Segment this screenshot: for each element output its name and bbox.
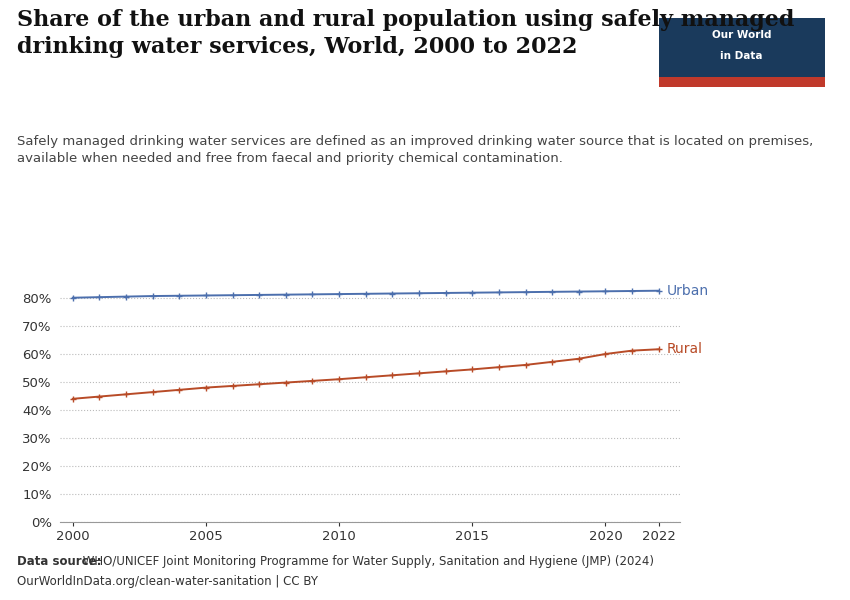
Text: in Data: in Data	[720, 51, 763, 61]
FancyBboxPatch shape	[659, 18, 824, 87]
Text: WHO/UNICEF Joint Monitoring Programme for Water Supply, Sanitation and Hygiene (: WHO/UNICEF Joint Monitoring Programme fo…	[79, 555, 654, 568]
Text: Share of the urban and rural population using safely managed
drinking water serv: Share of the urban and rural population …	[17, 9, 795, 58]
Text: OurWorldInData.org/clean-water-sanitation | CC BY: OurWorldInData.org/clean-water-sanitatio…	[17, 575, 318, 588]
Text: Urban: Urban	[666, 284, 709, 298]
Text: Data source:: Data source:	[17, 555, 101, 568]
Text: Our World: Our World	[711, 30, 772, 40]
Bar	[659, 77, 824, 87]
Text: Rural: Rural	[666, 342, 703, 356]
Text: Safely managed drinking water services are defined as an improved drinking water: Safely managed drinking water services a…	[17, 135, 813, 165]
